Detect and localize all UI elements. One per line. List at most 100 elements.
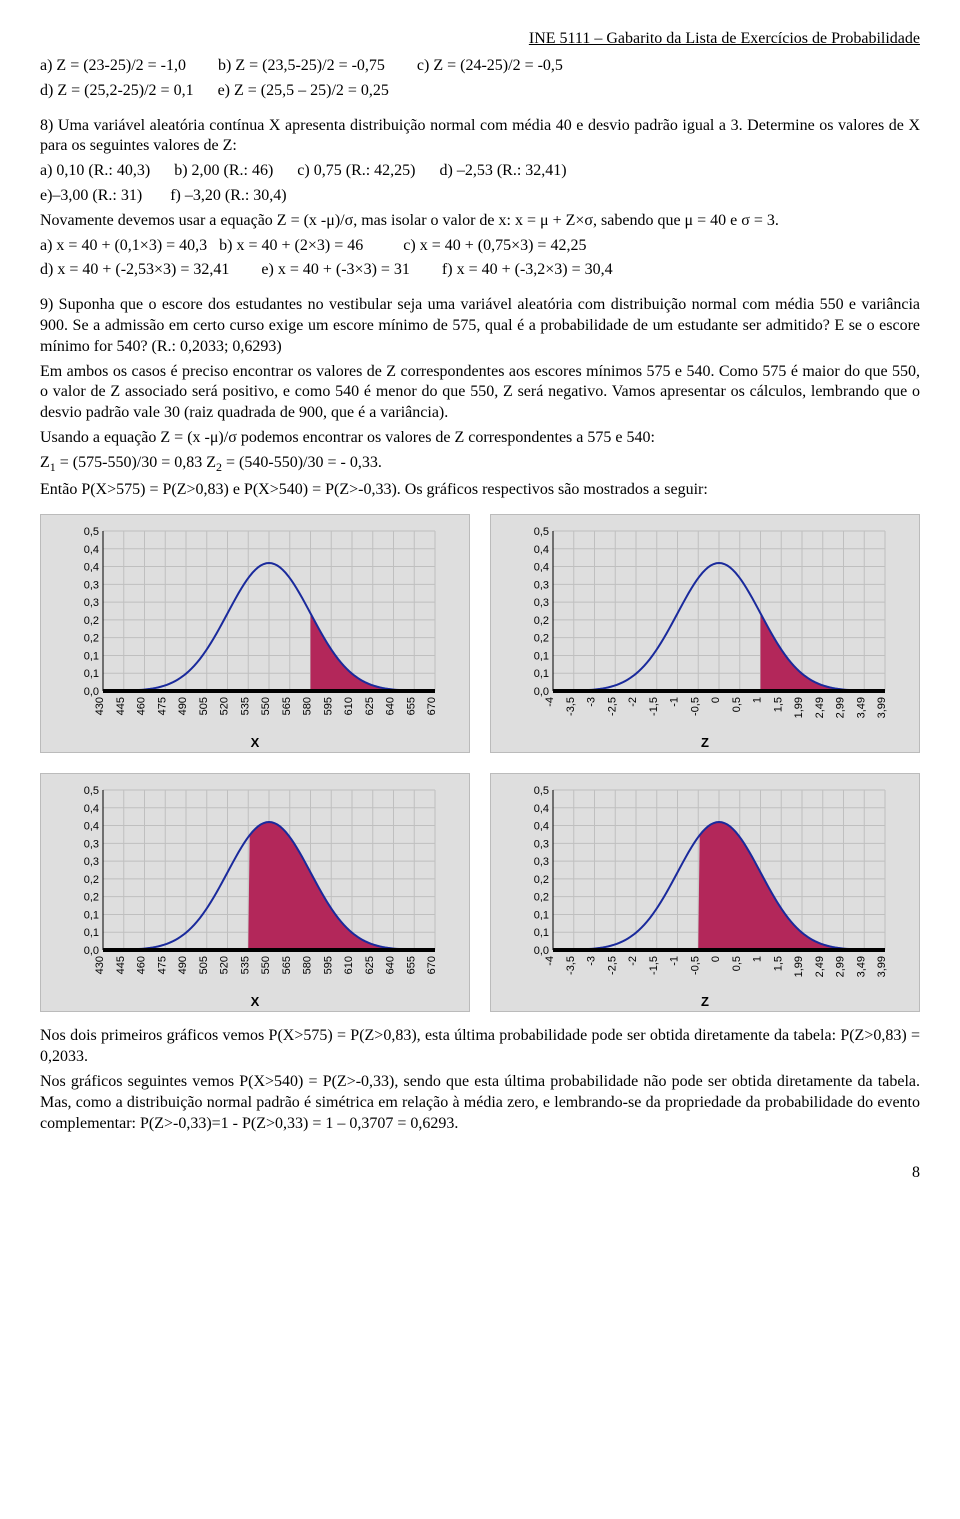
- svg-text:0,1: 0,1: [534, 928, 549, 940]
- svg-text:0,2: 0,2: [534, 615, 549, 627]
- chart3-axis-label: X: [251, 994, 260, 1009]
- q7-line2: d) Z = (25,2-25)/2 = 0,1 e) Z = (25,5 – …: [40, 81, 920, 102]
- svg-text:0,3: 0,3: [534, 856, 549, 868]
- after-p2: Nos gráficos seguintes vemos P(X>540) = …: [40, 1072, 920, 1134]
- svg-text:0,3: 0,3: [84, 856, 99, 868]
- chart1-axis-label: X: [251, 735, 260, 750]
- svg-text:595: 595: [322, 956, 334, 974]
- svg-text:655: 655: [405, 956, 417, 974]
- svg-text:2,49: 2,49: [814, 956, 826, 977]
- page-header: INE 5111 – Gabarito da Lista de Exercíci…: [40, 30, 920, 48]
- chart1-svg: 0,50,40,40,30,30,20,20,10,10,04304454604…: [65, 523, 445, 733]
- chart-panel-1: 0,50,40,40,30,30,20,20,10,10,04304454604…: [40, 514, 470, 753]
- chart4-svg: 0,50,40,40,30,30,20,20,10,10,0-4-3,5-3-2…: [515, 782, 895, 992]
- svg-text:430: 430: [94, 697, 106, 715]
- chart-panel-3: 0,50,40,40,30,30,20,20,10,10,04304454604…: [40, 773, 470, 1012]
- svg-text:2,49: 2,49: [814, 697, 826, 718]
- svg-text:3,99: 3,99: [876, 956, 888, 977]
- svg-text:565: 565: [281, 697, 293, 715]
- svg-text:0,1: 0,1: [84, 651, 99, 663]
- svg-text:1,99: 1,99: [793, 697, 805, 718]
- svg-text:505: 505: [198, 697, 210, 715]
- svg-text:-1,5: -1,5: [648, 956, 660, 975]
- svg-text:490: 490: [177, 697, 189, 715]
- after-p1: Nos dois primeiros gráficos vemos P(X>57…: [40, 1026, 920, 1068]
- svg-text:0,2: 0,2: [84, 892, 99, 904]
- svg-text:0,4: 0,4: [84, 562, 99, 574]
- svg-text:0,4: 0,4: [534, 821, 549, 833]
- svg-text:0,2: 0,2: [534, 892, 549, 904]
- after-block: Nos dois primeiros gráficos vemos P(X>57…: [40, 1026, 920, 1134]
- page-number: 8: [40, 1164, 920, 1182]
- svg-text:-2,5: -2,5: [606, 697, 618, 716]
- svg-text:0,0: 0,0: [534, 945, 549, 957]
- svg-text:520: 520: [219, 956, 231, 974]
- q9-p3: Usando a equação Z = (x -μ)/σ podemos en…: [40, 428, 920, 449]
- charts-grid: 0,50,40,40,30,30,20,20,10,10,04304454604…: [40, 514, 920, 1012]
- svg-text:1,99: 1,99: [793, 956, 805, 977]
- svg-text:-3,5: -3,5: [565, 697, 577, 716]
- q9-text: 9) Suponha que o escore dos estudantes n…: [40, 295, 920, 357]
- q7-block: a) Z = (23-25)/2 = -1,0 b) Z = (23,5-25)…: [40, 56, 920, 102]
- svg-text:0,5: 0,5: [731, 697, 743, 712]
- svg-text:-2: -2: [627, 697, 639, 707]
- svg-text:-0,5: -0,5: [689, 956, 701, 975]
- svg-text:0,3: 0,3: [84, 597, 99, 609]
- svg-text:550: 550: [260, 697, 272, 715]
- svg-text:0,3: 0,3: [534, 839, 549, 851]
- svg-text:1,5: 1,5: [772, 697, 784, 712]
- svg-text:-3: -3: [586, 956, 598, 966]
- svg-text:0,5: 0,5: [84, 526, 99, 538]
- svg-text:625: 625: [364, 697, 376, 715]
- q8-block: 8) Uma variável aleatória contínua X apr…: [40, 116, 920, 282]
- svg-text:-3: -3: [586, 697, 598, 707]
- q8-row2: e)–3,00 (R.: 31) f) –3,20 (R.: 30,4): [40, 186, 920, 207]
- q9-p5: Então P(X>575) = P(Z>0,83) e P(X>540) = …: [40, 480, 920, 501]
- svg-text:0,1: 0,1: [534, 669, 549, 681]
- svg-text:0,1: 0,1: [84, 910, 99, 922]
- q7-line1: a) Z = (23-25)/2 = -1,0 b) Z = (23,5-25)…: [40, 56, 920, 77]
- chart4-axis-label: Z: [701, 994, 709, 1009]
- svg-text:1,5: 1,5: [772, 956, 784, 971]
- svg-text:565: 565: [281, 956, 293, 974]
- svg-text:0,3: 0,3: [534, 580, 549, 592]
- svg-text:670: 670: [426, 697, 438, 715]
- svg-text:0,1: 0,1: [534, 910, 549, 922]
- svg-text:580: 580: [302, 956, 314, 974]
- svg-text:3,49: 3,49: [855, 697, 867, 718]
- svg-text:475: 475: [156, 697, 168, 715]
- svg-text:625: 625: [364, 956, 376, 974]
- svg-text:0,4: 0,4: [534, 544, 549, 556]
- q8-row1: a) 0,10 (R.: 40,3) b) 2,00 (R.: 46) c) 0…: [40, 161, 920, 182]
- chart-panel-4: 0,50,40,40,30,30,20,20,10,10,0-4-3,5-3-2…: [490, 773, 920, 1012]
- q8-ans1: a) x = 40 + (0,1×3) = 40,3 b) x = 40 + (…: [40, 236, 920, 257]
- svg-text:475: 475: [156, 956, 168, 974]
- svg-text:520: 520: [219, 697, 231, 715]
- svg-text:3,49: 3,49: [855, 956, 867, 977]
- q8-ans2: d) x = 40 + (-2,53×3) = 32,41 e) x = 40 …: [40, 260, 920, 281]
- svg-text:550: 550: [260, 956, 272, 974]
- svg-text:0,0: 0,0: [534, 686, 549, 698]
- svg-text:-4: -4: [544, 956, 556, 966]
- svg-text:-1,5: -1,5: [648, 697, 660, 716]
- svg-text:1: 1: [752, 697, 764, 703]
- svg-text:505: 505: [198, 956, 210, 974]
- q8-expl: Novamente devemos usar a equação Z = (x …: [40, 211, 920, 232]
- svg-text:0,2: 0,2: [534, 633, 549, 645]
- svg-text:0,4: 0,4: [84, 803, 99, 815]
- svg-text:0,1: 0,1: [534, 651, 549, 663]
- svg-text:0,1: 0,1: [84, 669, 99, 681]
- q9-block: 9) Suponha que o escore dos estudantes n…: [40, 295, 920, 500]
- svg-text:0: 0: [710, 697, 722, 703]
- svg-text:0,0: 0,0: [84, 686, 99, 698]
- svg-text:0,5: 0,5: [84, 785, 99, 797]
- svg-text:610: 610: [343, 956, 355, 974]
- svg-text:0,5: 0,5: [731, 956, 743, 971]
- svg-text:1: 1: [752, 956, 764, 962]
- svg-text:610: 610: [343, 697, 355, 715]
- svg-text:0,4: 0,4: [84, 544, 99, 556]
- svg-text:-2: -2: [627, 956, 639, 966]
- svg-text:2,99: 2,99: [835, 956, 847, 977]
- svg-text:0,3: 0,3: [84, 839, 99, 851]
- svg-text:0,3: 0,3: [84, 580, 99, 592]
